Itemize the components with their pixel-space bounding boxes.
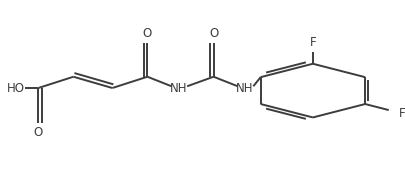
Text: NH: NH bbox=[236, 81, 254, 95]
Text: O: O bbox=[34, 126, 43, 139]
Text: O: O bbox=[209, 27, 218, 40]
Text: HO: HO bbox=[7, 81, 25, 95]
Text: NH: NH bbox=[170, 81, 187, 95]
Text: O: O bbox=[143, 27, 152, 40]
Text: F: F bbox=[399, 107, 405, 120]
Text: F: F bbox=[309, 36, 316, 49]
